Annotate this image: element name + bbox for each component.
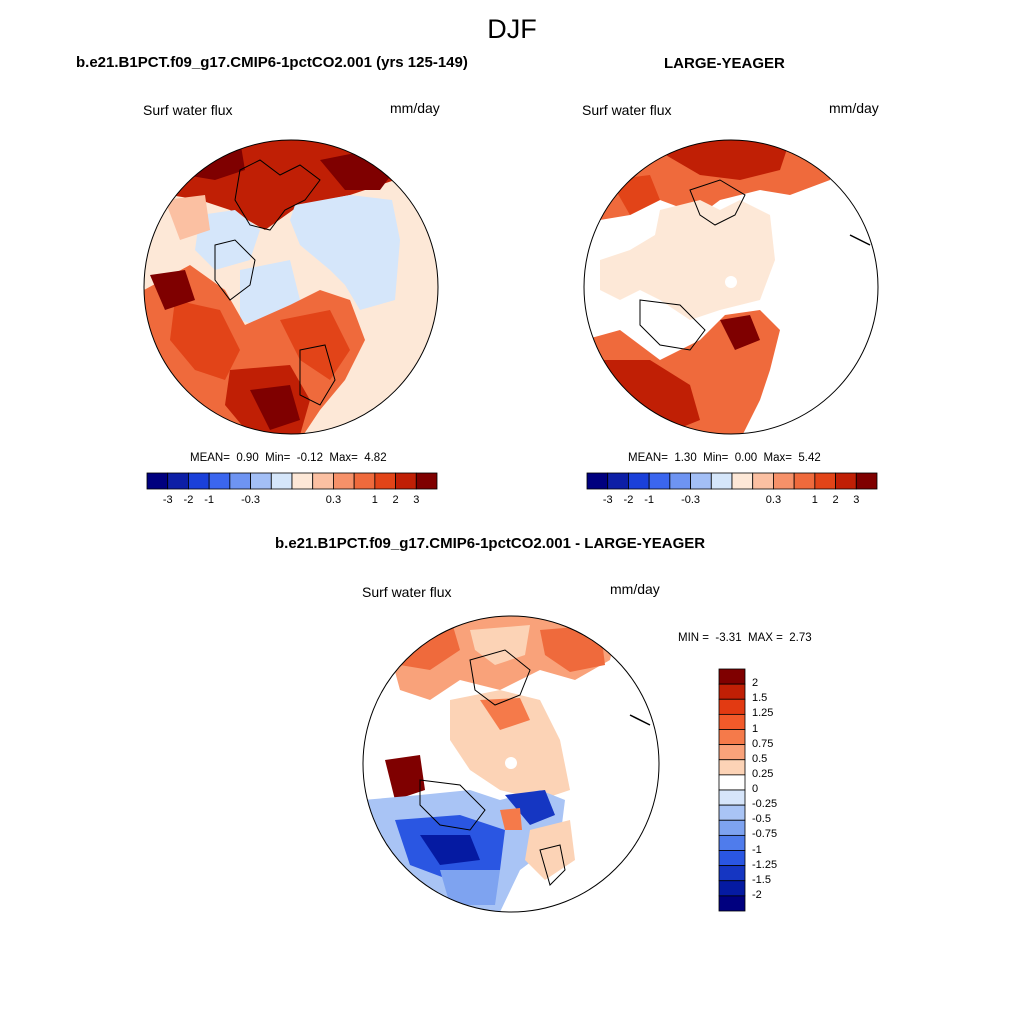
panel3-colorbar-label: 2 <box>752 677 759 690</box>
panel3-colorbar-swatch <box>718 729 746 746</box>
panel2-colorbar <box>586 472 878 490</box>
panel3-colorbar-swatch <box>718 834 746 851</box>
panel3-colorbar-swatch <box>718 668 746 685</box>
panel3-colorbar-label: 0 <box>752 783 759 795</box>
panel3-colorbar-swatch <box>718 804 746 821</box>
panel1-mean: 0.90 <box>236 452 259 464</box>
panel1-max-label: Max= <box>329 452 358 464</box>
panel3-colorbar-label: -1 <box>752 843 762 856</box>
panel3-colorbar-label: 1 <box>752 722 759 735</box>
panel3-title: b.e21.B1PCT.f09_g17.CMIP6-1pctCO2.001 - … <box>275 535 706 552</box>
panel1-mean-label: MEAN= <box>190 452 230 464</box>
panel1-colorbar-tick: 0.3 <box>325 494 342 506</box>
panel3-colorbar-swatch <box>718 713 746 730</box>
panel3-colorbar-swatch <box>718 880 746 897</box>
panel1-min-label: Min= <box>265 452 291 464</box>
panel3-colorbar-swatch <box>718 698 746 715</box>
panel3-variable: Surf water flux <box>362 584 452 600</box>
panel1-colorbar-tick: -2 <box>183 494 194 506</box>
panel3-stats: MIN = -3.31 MAX = 2.73 <box>678 632 812 644</box>
panel2-colorbar-tick: -0.3 <box>681 494 701 506</box>
panel3-colorbar-label: -1.25 <box>752 858 778 871</box>
panel2-max-label: Max= <box>763 452 792 464</box>
panel3-colorbar-label: -0.25 <box>752 798 778 811</box>
panel1-colorbar-swatch <box>415 472 438 490</box>
panel2-colorbar-tick: -1 <box>644 494 655 506</box>
panel1-variable: Surf water flux <box>143 102 233 118</box>
panel2-colorbar-tick: 1 <box>811 494 818 506</box>
panel3-max-label: MAX = <box>748 632 783 644</box>
panel3-max: 2.73 <box>789 632 812 644</box>
panel1-max: 4.82 <box>364 452 387 464</box>
panel1-colorbar-tick: -3 <box>162 494 173 506</box>
panel3-colorbar-swatch <box>718 774 746 791</box>
panel2-title: LARGE-YEAGER <box>664 55 785 72</box>
panel2-variable: Surf water flux <box>582 102 672 118</box>
panel3-colorbar-swatch <box>718 819 746 836</box>
panel3-colorbar-label: -2 <box>752 888 762 901</box>
panel3-colorbar-label: 1.25 <box>752 707 774 720</box>
panel2-colorbar-swatch <box>855 472 878 490</box>
panel3-colorbar-label: 0.75 <box>752 737 774 750</box>
panel2-colorbar-tick: -3 <box>602 494 613 506</box>
panel1-stats: MEAN= 0.90 Min= -0.12 Max= 4.82 <box>190 452 387 464</box>
panel2-mean-label: MEAN= <box>628 452 668 464</box>
panel3-min-label: MIN = <box>678 632 709 644</box>
panel2-colorbar-tick: 2 <box>832 494 839 506</box>
panel1-colorbar-tick: -0.3 <box>241 494 261 506</box>
panel3-colorbar-swatch <box>718 865 746 882</box>
panel3-colorbar-swatch <box>718 789 746 806</box>
panel2-min-label: Min= <box>703 452 729 464</box>
panel3-colorbar-label: -0.75 <box>752 828 778 841</box>
panel2-min: 0.00 <box>734 452 758 464</box>
panel3-colorbar-label: -1.5 <box>752 873 771 886</box>
panel3-colorbar-swatch <box>718 744 746 761</box>
panel3-min: -3.31 <box>715 632 742 644</box>
panel1-colorbar <box>146 472 438 490</box>
panel1-units: mm/day <box>390 100 440 116</box>
panel2-mean: 1.30 <box>674 452 697 464</box>
panel3-colorbar-swatch <box>718 683 746 700</box>
panel2-stats: MEAN= 1.30 Min= 0.00 Max= 5.42 <box>628 452 821 464</box>
panel2-colorbar-tick: 3 <box>853 494 860 506</box>
panel3-colorbar-label: 0.25 <box>752 767 774 780</box>
panel3-colorbar-swatch <box>718 759 746 776</box>
panel3-colorbar <box>718 668 746 912</box>
panel3-colorbar-label: 0.5 <box>752 752 768 765</box>
panel2-max: 5.42 <box>798 452 821 464</box>
panel2-colorbar-tick: 0.3 <box>765 494 782 506</box>
panel3-colorbar-swatch <box>718 850 746 867</box>
panel1-colorbar-tick: 2 <box>392 494 399 506</box>
panel3-colorbar-swatch <box>718 895 746 912</box>
panel2-units: mm/day <box>829 100 879 116</box>
panel1-colorbar-tick: -1 <box>204 494 215 506</box>
panel1-colorbar-tick: 1 <box>371 494 378 506</box>
panel2-colorbar-tick: -2 <box>623 494 634 506</box>
panel1-title: b.e21.B1PCT.f09_g17.CMIP6-1pctCO2.001 (y… <box>76 54 468 71</box>
panel3-colorbar-label: 1.5 <box>752 692 768 705</box>
panel1-colorbar-tick: 3 <box>413 494 420 506</box>
panel1-min: -0.12 <box>296 452 323 464</box>
figure-title: DJF <box>487 14 537 44</box>
panel3-colorbar-label: -0.5 <box>752 813 771 826</box>
panel3-units: mm/day <box>610 581 660 597</box>
